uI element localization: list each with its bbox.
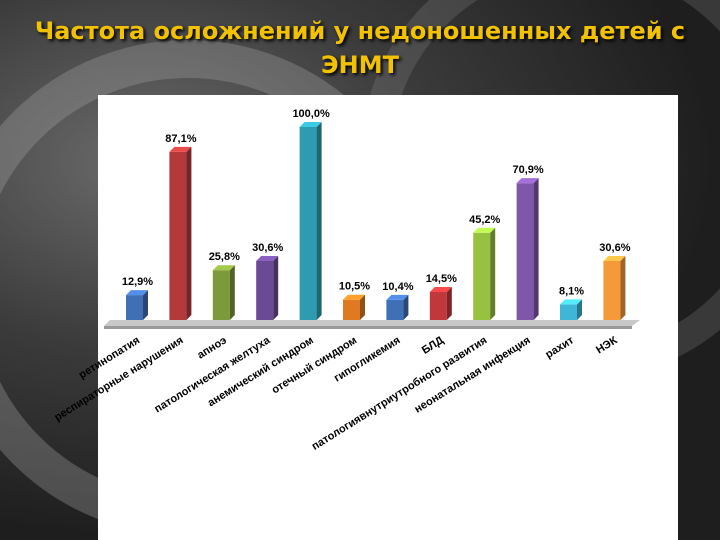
category-label-11: рахит bbox=[543, 334, 576, 361]
data-label-1: 12,9% bbox=[122, 276, 153, 288]
bar-side-6 bbox=[360, 294, 365, 320]
bar-side-2 bbox=[186, 146, 192, 320]
data-label-8: 14,5% bbox=[426, 273, 457, 285]
bar-side-11 bbox=[577, 299, 582, 320]
bar-5 bbox=[299, 127, 317, 320]
bar-7 bbox=[386, 299, 404, 320]
bar-1 bbox=[126, 295, 143, 320]
bar-side-1 bbox=[143, 290, 148, 320]
bar-top-8 bbox=[429, 287, 452, 293]
bar-top-7 bbox=[386, 294, 409, 300]
bar-side-8 bbox=[446, 287, 452, 320]
data-label-12: 30,6% bbox=[599, 242, 630, 254]
bar-2 bbox=[169, 151, 187, 320]
bar-top-5 bbox=[299, 122, 322, 127]
bar-6 bbox=[343, 299, 360, 320]
bar-top-11 bbox=[560, 299, 582, 305]
bar-11 bbox=[560, 304, 577, 320]
data-label-9: 45,2% bbox=[469, 214, 500, 226]
bar-4 bbox=[256, 260, 274, 320]
bar-side-3 bbox=[229, 265, 235, 320]
data-label-5: 100,0% bbox=[292, 108, 330, 120]
bar-side-7 bbox=[403, 294, 409, 320]
data-label-7: 10,4% bbox=[382, 281, 413, 293]
bar-top-10 bbox=[516, 178, 539, 184]
bar-top-4 bbox=[256, 255, 279, 261]
bar-top-1 bbox=[126, 290, 148, 296]
bar-side-9 bbox=[490, 227, 496, 320]
bar-top-12 bbox=[603, 255, 626, 261]
bar-side-5 bbox=[316, 122, 322, 320]
data-label-11: 8,1% bbox=[559, 285, 584, 297]
bar-top-6 bbox=[343, 294, 365, 300]
data-label-6: 10,5% bbox=[339, 281, 370, 293]
bar-top-9 bbox=[473, 227, 496, 233]
data-label-2: 87,1% bbox=[165, 133, 196, 145]
category-label-8: БЛД bbox=[420, 334, 446, 357]
chart-floor bbox=[104, 320, 640, 326]
bar-side-10 bbox=[533, 178, 539, 320]
bar-10 bbox=[516, 183, 534, 320]
category-label-3: апноэ bbox=[195, 334, 229, 361]
bar-9 bbox=[473, 232, 491, 320]
bar-3 bbox=[212, 270, 230, 320]
page-title: Частота осложнений у недоношенных детей … bbox=[34, 17, 686, 79]
bar-top-2 bbox=[169, 146, 192, 152]
bar-side-4 bbox=[273, 255, 279, 320]
bar-top-3 bbox=[212, 265, 235, 271]
data-label-10: 70,9% bbox=[512, 164, 543, 176]
data-label-3: 25,8% bbox=[209, 251, 240, 263]
bar-8 bbox=[429, 292, 447, 320]
category-label-12: НЭК bbox=[594, 334, 620, 356]
bar-12 bbox=[603, 260, 621, 320]
bar-side-12 bbox=[620, 255, 626, 320]
data-label-4: 30,6% bbox=[252, 242, 283, 254]
chart-floor-edge bbox=[104, 326, 632, 329]
